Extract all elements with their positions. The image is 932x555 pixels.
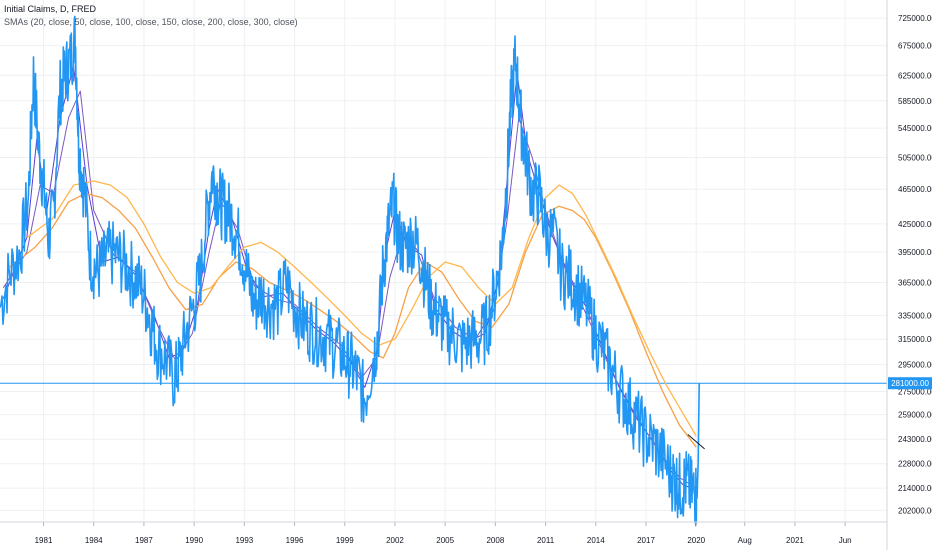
- legend: Initial Claims, D, FRED SMAs (20, close,…: [4, 3, 298, 29]
- series-layer: [0, 15, 887, 527]
- y-tick-label: 259000.00: [898, 411, 932, 420]
- y-tick-label: 395000.00: [898, 248, 932, 257]
- initial-claims-line: [0, 15, 700, 527]
- series-title[interactable]: Initial Claims, D, FRED: [4, 4, 97, 14]
- current-value-label: 281000.00: [891, 379, 929, 388]
- x-tick-label: 1987: [135, 536, 153, 545]
- x-tick-label: 2014: [587, 536, 605, 545]
- x-tick-label: 2021: [786, 536, 804, 545]
- x-tick-label: 1999: [336, 536, 354, 545]
- y-tick-label: 675000.00: [898, 42, 932, 51]
- x-tick-label: Aug: [738, 536, 752, 545]
- y-tick-label: 243000.00: [898, 435, 932, 444]
- study-title[interactable]: SMAs (20, close, 50, close, 100, close, …: [4, 17, 298, 27]
- y-tick-label: 505000.00: [898, 153, 932, 162]
- y-tick-label: 295000.00: [898, 361, 932, 370]
- x-tick-label: 2002: [386, 536, 404, 545]
- time-axis[interactable]: 1981 1984 1987 1990 1993 1996 1999 2002 2005 2008…: [0, 521, 887, 545]
- grid: [0, 0, 887, 522]
- x-tick-label: 2011: [537, 536, 555, 545]
- x-tick-label: 2008: [486, 536, 504, 545]
- x-tick-label: 1981: [35, 536, 53, 545]
- y-tick-label: 465000.00: [898, 185, 932, 194]
- y-tick-label: 335000.00: [898, 312, 932, 321]
- y-tick-label: 214000.00: [898, 484, 932, 493]
- current-value-badge: [888, 377, 932, 390]
- x-tick-label: Jun: [839, 536, 852, 545]
- x-tick-label: 2020: [687, 536, 705, 545]
- y-tick-label: 585000.00: [898, 97, 932, 106]
- x-tick-label: 1990: [185, 536, 203, 545]
- y-tick-label: 315000.00: [898, 335, 932, 344]
- sma-line-sma-50: [2, 90, 697, 489]
- x-tick-label: 2005: [436, 536, 454, 545]
- sma-line-sma-150: [9, 192, 697, 448]
- y-tick-label: 365000.00: [898, 279, 932, 288]
- price-axis[interactable]: 725000.00 675000.00 625000.00 585000.00 5450…: [886, 0, 932, 550]
- x-tick-label: 1984: [85, 536, 103, 545]
- x-tick-label: 1993: [235, 536, 253, 545]
- y-tick-label: 425000.00: [898, 220, 932, 229]
- y-tick-label: 725000.00: [898, 14, 932, 23]
- x-tick-label: 2017: [637, 536, 655, 545]
- trend-line: [687, 434, 705, 450]
- y-tick-label: 545000.00: [898, 124, 932, 133]
- y-tick-label: 202000.00: [898, 506, 932, 515]
- y-tick-label: 228000.00: [898, 460, 932, 469]
- y-tick-label: 275000.00: [898, 388, 932, 397]
- sma-line-sma-20: [2, 65, 697, 491]
- x-tick-label: 1996: [286, 536, 304, 545]
- y-tick-label: 625000.00: [898, 71, 932, 80]
